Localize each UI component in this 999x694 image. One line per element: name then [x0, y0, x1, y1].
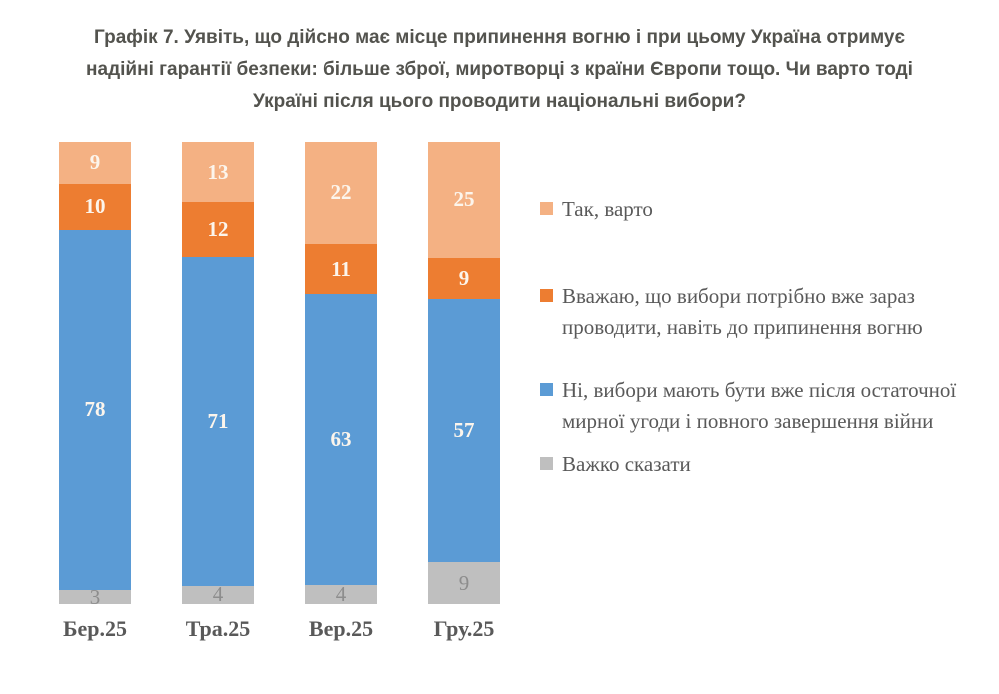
bar-column: 9 10 78 3: [59, 142, 131, 609]
bar-segment: 10: [59, 183, 131, 230]
bar-segment: 78: [59, 229, 131, 591]
legend-item: Вважаю, що вибори потрібно вже зараз про…: [540, 281, 970, 343]
bar-segment: 57: [428, 299, 500, 563]
legend-item: Так, варто: [540, 194, 970, 225]
chart-area: 9 10 78 3 13 12 71 4 22 11 63 4 25 9 57 9 Бер.25 Тра.25 В…: [0, 142, 999, 642]
bar-column: 25 9 57 9: [428, 142, 500, 604]
legend-label: Вважаю, що вибори потрібно вже зараз про…: [562, 284, 923, 339]
plot-area: 9 10 78 3 13 12 71 4 22 11 63 4 25 9 57 9 Бер.25 Тра.25 В…: [0, 142, 532, 642]
legend-label: Важко сказати: [562, 452, 691, 476]
bar-segment: 13: [182, 142, 254, 203]
legend-swatch-icon: [540, 202, 553, 215]
legend-label: Так, варто: [562, 197, 653, 221]
x-axis-label: Тра.25: [185, 616, 251, 641]
bar-segment: 63: [305, 294, 377, 586]
bar-segment: 11: [305, 243, 377, 295]
legend-item: Ні, вибори мають бути вже після остаточн…: [540, 375, 970, 437]
x-axis-label: Бер.25: [62, 616, 128, 641]
bar-column: 13 12 71 4: [182, 142, 254, 606]
chart-title-line-2: надійні гарантії безпеки: більше зброї, …: [86, 59, 913, 80]
legend-item: Важко сказати: [540, 449, 970, 480]
bar-column: 22 11 63 4: [305, 142, 377, 606]
x-axis-labels: Бер.25 Тра.25 Вер.25 Гру.25: [0, 616, 532, 642]
chart-title: Графік 7. Уявіть, що дійсно має місце пр…: [0, 0, 999, 118]
bar-segment: 22: [305, 142, 377, 244]
bar-segment: 4: [305, 582, 377, 606]
legend-swatch-icon: [540, 383, 553, 396]
chart-title-line-1: Графік 7. Уявіть, що дійсно має місце пр…: [94, 27, 905, 48]
legend-swatch-icon: [540, 457, 553, 470]
x-axis-label: Гру.25: [433, 616, 495, 641]
bar-segment: 12: [182, 202, 254, 258]
chart-title-line-3: Україні після цього проводити національн…: [253, 91, 746, 112]
bar-segment: 9: [428, 562, 500, 604]
legend-label: Ні, вибори мають бути вже після остаточн…: [562, 378, 957, 433]
bars-container: 9 10 78 3 13 12 71 4 22 11 63 4 25 9 57 9: [0, 142, 532, 609]
bar-segment: 4: [182, 582, 254, 606]
bar-segment: 25: [428, 142, 500, 258]
legend: Так, варто Вважаю, що вибори потрібно вже…: [532, 142, 970, 642]
x-axis-label: Вер.25: [308, 616, 374, 641]
bar-segment: 9: [428, 257, 500, 300]
bar-segment: 3: [59, 585, 131, 609]
bar-segment: 71: [182, 257, 254, 586]
bar-segment: 9: [59, 142, 131, 184]
legend-swatch-icon: [540, 289, 553, 302]
